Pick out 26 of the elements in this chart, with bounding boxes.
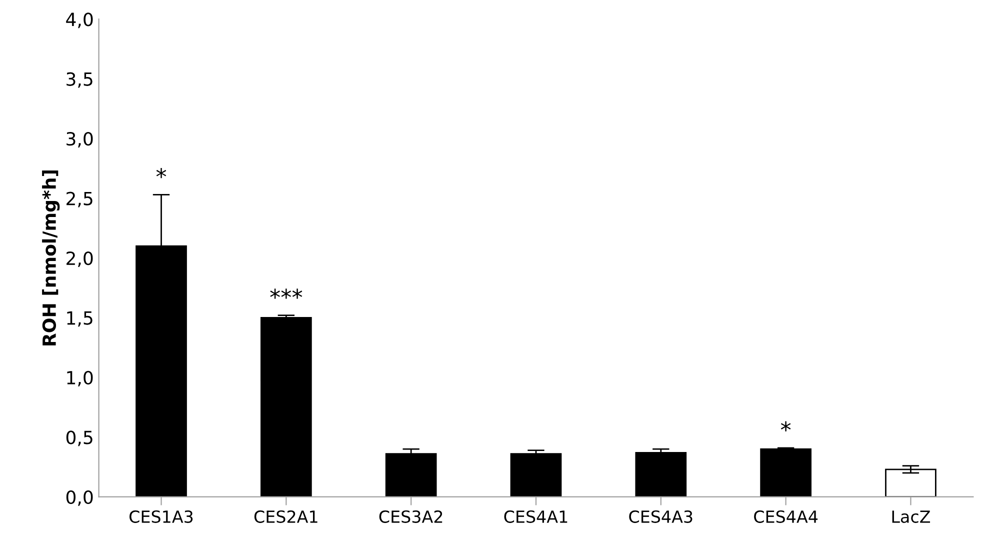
x-tick-label: CES2A1 xyxy=(254,510,318,523)
y-tick-label: 1,5 xyxy=(67,311,92,327)
x-tick-label: CES4A1 xyxy=(504,510,568,523)
bar xyxy=(635,452,687,497)
x-tick-label: CES4A3 xyxy=(629,510,692,523)
annotation: * xyxy=(780,421,791,432)
x-tick-label: LacZ xyxy=(892,510,930,523)
x-tick-label: CES1A3 xyxy=(130,510,193,523)
y-tick-label: 2,0 xyxy=(66,251,93,267)
y-tick-label: 0,5 xyxy=(66,430,92,446)
y-tick-label: 3,5 xyxy=(66,72,92,88)
x-tick-label: CES3A2 xyxy=(379,510,442,523)
y-tick-label: 4,0 xyxy=(66,12,93,28)
annotation: * xyxy=(156,168,166,178)
y-tick-label: 0,0 xyxy=(66,490,93,506)
y-tick-label: 1,0 xyxy=(67,370,93,386)
annotation: *** xyxy=(270,288,302,299)
bar xyxy=(885,468,936,497)
bar xyxy=(510,453,562,497)
y-tick-label: 2,5 xyxy=(66,192,92,208)
y-axis-title: ROH [nmol/mg*h] xyxy=(42,170,60,346)
x-tick-label: CES4A4 xyxy=(754,510,818,523)
y-tick-label: 3,0 xyxy=(66,132,93,148)
bar xyxy=(260,317,312,497)
bar xyxy=(385,453,437,497)
bar xyxy=(760,448,812,497)
